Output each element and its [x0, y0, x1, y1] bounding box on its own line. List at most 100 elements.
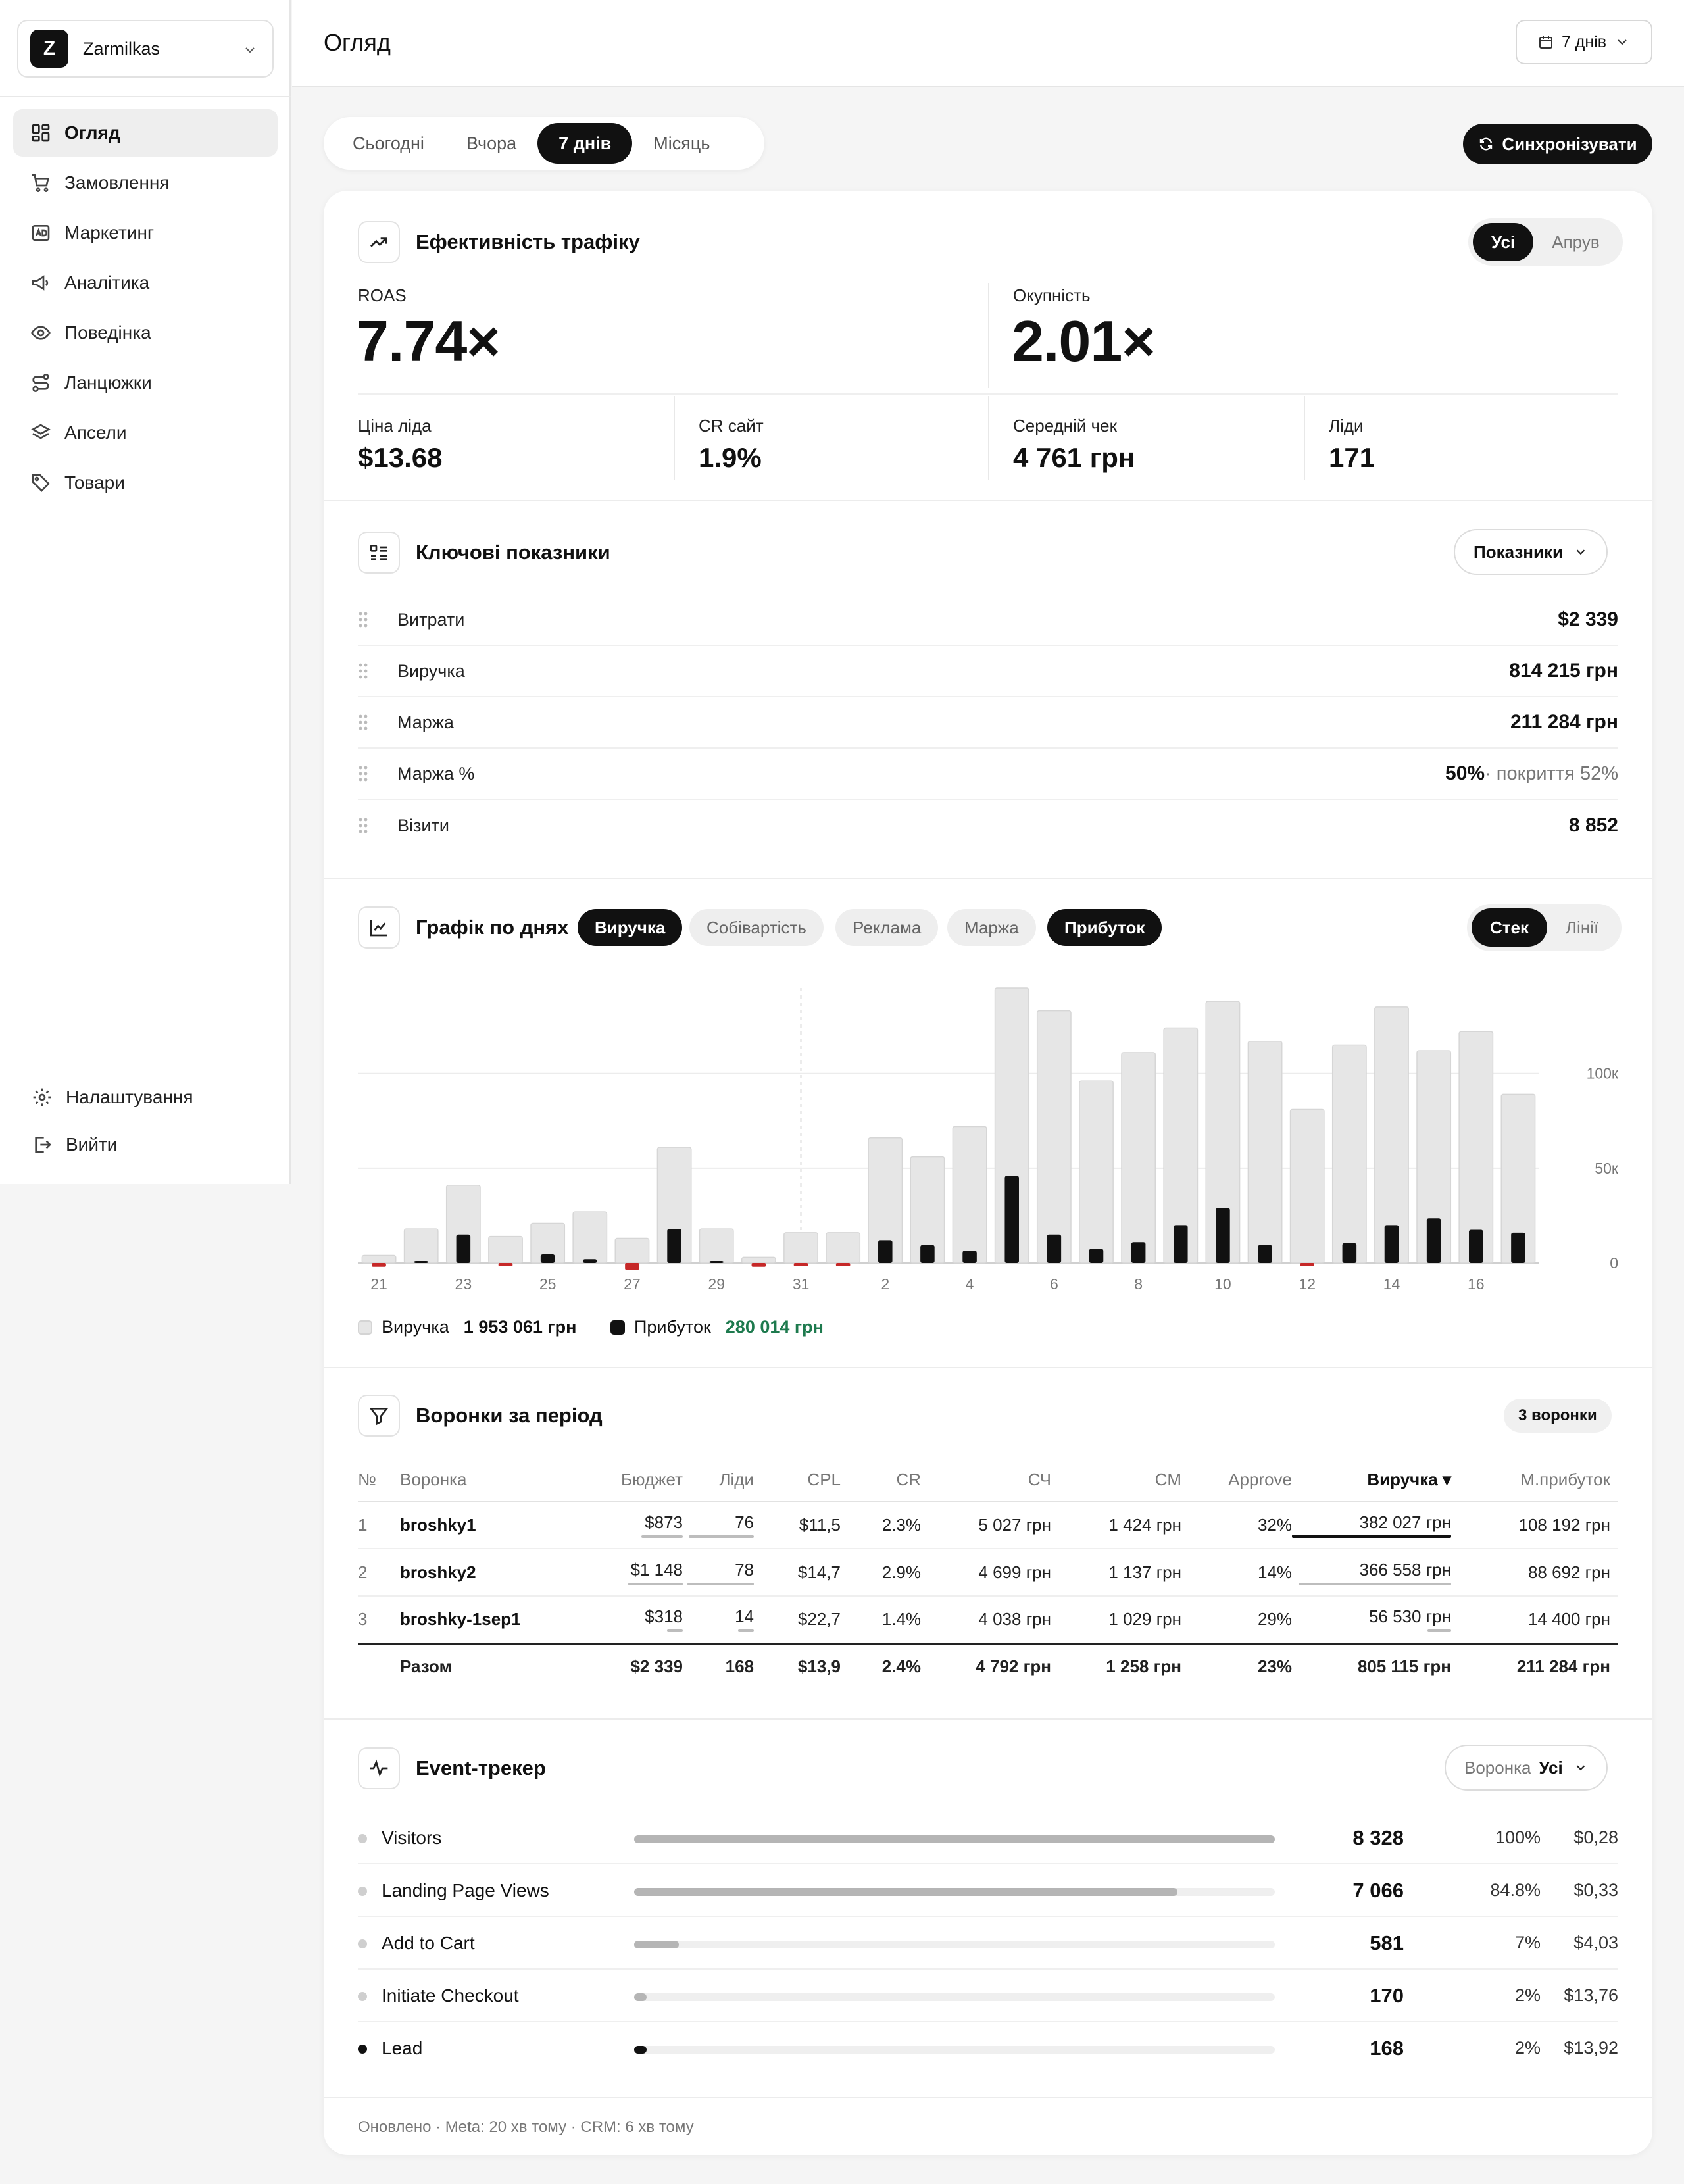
legend-swatch: [610, 1320, 625, 1335]
toggle-all[interactable]: Усі: [1473, 223, 1534, 261]
chip-profit[interactable]: Прибуток: [1047, 909, 1162, 946]
metric-label: Маржа: [397, 712, 454, 732]
revenue-bar: [572, 1211, 608, 1264]
legend-revenue: Виручка 1 953 061 грн: [358, 1317, 576, 1337]
total-leads: 168: [683, 1642, 754, 1689]
sidebar-item-label: Товари: [64, 472, 125, 493]
divider: [324, 1367, 1652, 1368]
col-leads[interactable]: Ліди: [683, 1459, 754, 1502]
col-cr[interactable]: CR: [841, 1459, 921, 1502]
period-picker[interactable]: 7 днів: [1516, 20, 1652, 64]
event-row-visitors: Visitors 8 328 100% $0,28: [358, 1812, 1618, 1864]
revenue-bar: [614, 1237, 650, 1264]
event-cost: $0,28: [1573, 1827, 1618, 1847]
mode-stack[interactable]: Стек: [1472, 908, 1547, 947]
loss-bar: [751, 1263, 766, 1267]
sidebar-item-marketing[interactable]: Маркетинг: [13, 209, 278, 257]
profit-bar: [540, 1254, 555, 1263]
funnel-filter-dropdown[interactable]: Воронка Усі: [1445, 1745, 1608, 1791]
table-header: № Воронка Бюджет Ліди CPL CR СЧ CM Appro…: [358, 1459, 1618, 1502]
col-budget[interactable]: Бюджет: [571, 1459, 683, 1502]
col-cm[interactable]: CM: [1051, 1459, 1181, 1502]
col-avg-check[interactable]: СЧ: [921, 1459, 1051, 1502]
event-status-dot: [358, 2045, 367, 2054]
drag-handle-icon[interactable]: [358, 765, 368, 782]
tab-today[interactable]: Сьогодні: [353, 133, 424, 153]
tab-7-days[interactable]: 7 днів: [537, 123, 633, 164]
profit-bar: [1384, 1225, 1399, 1263]
metric-label: Візити: [397, 815, 449, 835]
drag-handle-icon[interactable]: [358, 662, 368, 680]
col-revenue-sorted[interactable]: Виручка ▾: [1292, 1459, 1451, 1502]
sidebar-item-products[interactable]: Товари: [13, 459, 278, 507]
tag-icon: [30, 472, 51, 493]
profit-bar: [1174, 1225, 1188, 1263]
drag-handle-icon[interactable]: [358, 714, 368, 731]
divider: [988, 396, 989, 480]
sidebar-item-settings[interactable]: Налаштування: [13, 1074, 278, 1121]
event-name: Landing Page Views: [382, 1880, 549, 1900]
payback-value: 2.01×: [1012, 309, 1156, 374]
revenue-bar: [1121, 1052, 1156, 1264]
sidebar-item-label: Замовлення: [64, 172, 170, 193]
chevron-down-icon: [245, 47, 255, 53]
sidebar-item-analytics[interactable]: Аналітика: [13, 259, 278, 307]
event-percent: 84.8%: [1490, 1880, 1541, 1900]
drag-handle-icon[interactable]: [358, 611, 368, 628]
revenue-value: 366 558 грн: [1359, 1559, 1451, 1579]
profit-bar: [920, 1245, 935, 1263]
profit-bar: [878, 1240, 893, 1263]
funnel-name[interactable]: broshky-1sep1: [400, 1596, 571, 1644]
sidebar-item-chains[interactable]: Ланцюжки: [13, 359, 278, 407]
sidebar-item-upsells[interactable]: Апсели: [13, 409, 278, 457]
sidebar-item-behavior[interactable]: Поведінка: [13, 309, 278, 357]
toggle-approve[interactable]: Апрув: [1552, 232, 1600, 252]
mode-lines[interactable]: Лінії: [1565, 917, 1599, 937]
x-tick-label: 21: [370, 1276, 387, 1293]
drag-handle-icon[interactable]: [358, 817, 368, 834]
workspace-switcher[interactable]: Z Zarmilkas: [17, 20, 274, 78]
tab-yesterday[interactable]: Вчора: [466, 133, 517, 153]
revenue-bar: [1331, 1044, 1367, 1264]
chip-cost[interactable]: Собівартість: [689, 909, 824, 946]
sidebar-item-overview[interactable]: Огляд: [13, 109, 278, 157]
event-progress-track: [634, 2046, 1275, 2054]
period-label: 7 днів: [1561, 32, 1607, 51]
metric-value: 814 215 грн: [1509, 660, 1618, 682]
col-cpl[interactable]: CPL: [754, 1459, 841, 1502]
col-approve[interactable]: Approve: [1181, 1459, 1292, 1502]
refresh-icon: [1480, 137, 1493, 151]
tab-month[interactable]: Місяць: [653, 133, 710, 153]
funnel-name[interactable]: broshky2: [400, 1549, 571, 1597]
table-total-row: Разом $2 339 168 $13,9 2.4% 4 792 грн 1 …: [358, 1642, 1618, 1689]
col-funnel[interactable]: Воронка: [400, 1459, 571, 1502]
table-row[interactable]: 2 broshky2 $1 148 78 $14,7 2.9% 4 699 гр…: [358, 1549, 1618, 1597]
profit-value: 14 400 грн: [1451, 1596, 1618, 1644]
revenue-bar: [1247, 1040, 1283, 1264]
funnel-filter-label: Воронка: [1464, 1757, 1531, 1777]
col-margin-profit[interactable]: М.прибуток: [1451, 1459, 1618, 1502]
total-avg-check: 4 792 грн: [921, 1642, 1051, 1689]
funnel-name[interactable]: broshky1: [400, 1501, 571, 1549]
sync-button[interactable]: Синхронізувати: [1463, 124, 1652, 164]
chip-margin[interactable]: Маржа: [947, 909, 1036, 946]
sidebar-item-orders[interactable]: Замовлення: [13, 159, 278, 207]
event-progress-fill: [634, 1941, 679, 1948]
profit-bar: [1004, 1176, 1019, 1263]
chip-ads[interactable]: Реклама: [835, 909, 939, 946]
event-cost: $13,92: [1564, 2038, 1618, 2058]
budget-share-bar: [641, 1535, 683, 1538]
x-tick-label: 4: [966, 1276, 974, 1293]
metric-row-spend: Витрати $2 339: [358, 595, 1618, 646]
leads-value: 76: [735, 1512, 754, 1532]
table-row[interactable]: 1 broshky1 $873 76 $11,5 2.3% 5 027 грн …: [358, 1501, 1618, 1549]
table-row[interactable]: 3 broshky-1sep1 $318 14 $22,7 1.4% 4 038…: [358, 1596, 1618, 1644]
section-title-key-metrics: Ключові показники: [416, 541, 610, 564]
event-name: Lead: [382, 2038, 423, 2058]
logout-button[interactable]: Вийти: [13, 1121, 278, 1168]
metrics-dropdown[interactable]: Показники: [1454, 529, 1608, 575]
chip-revenue[interactable]: Виручка: [578, 909, 683, 946]
legend-profit: Прибуток 280 014 грн: [610, 1317, 824, 1337]
event-percent: 100%: [1495, 1827, 1541, 1847]
filter-icon: [358, 1395, 400, 1437]
